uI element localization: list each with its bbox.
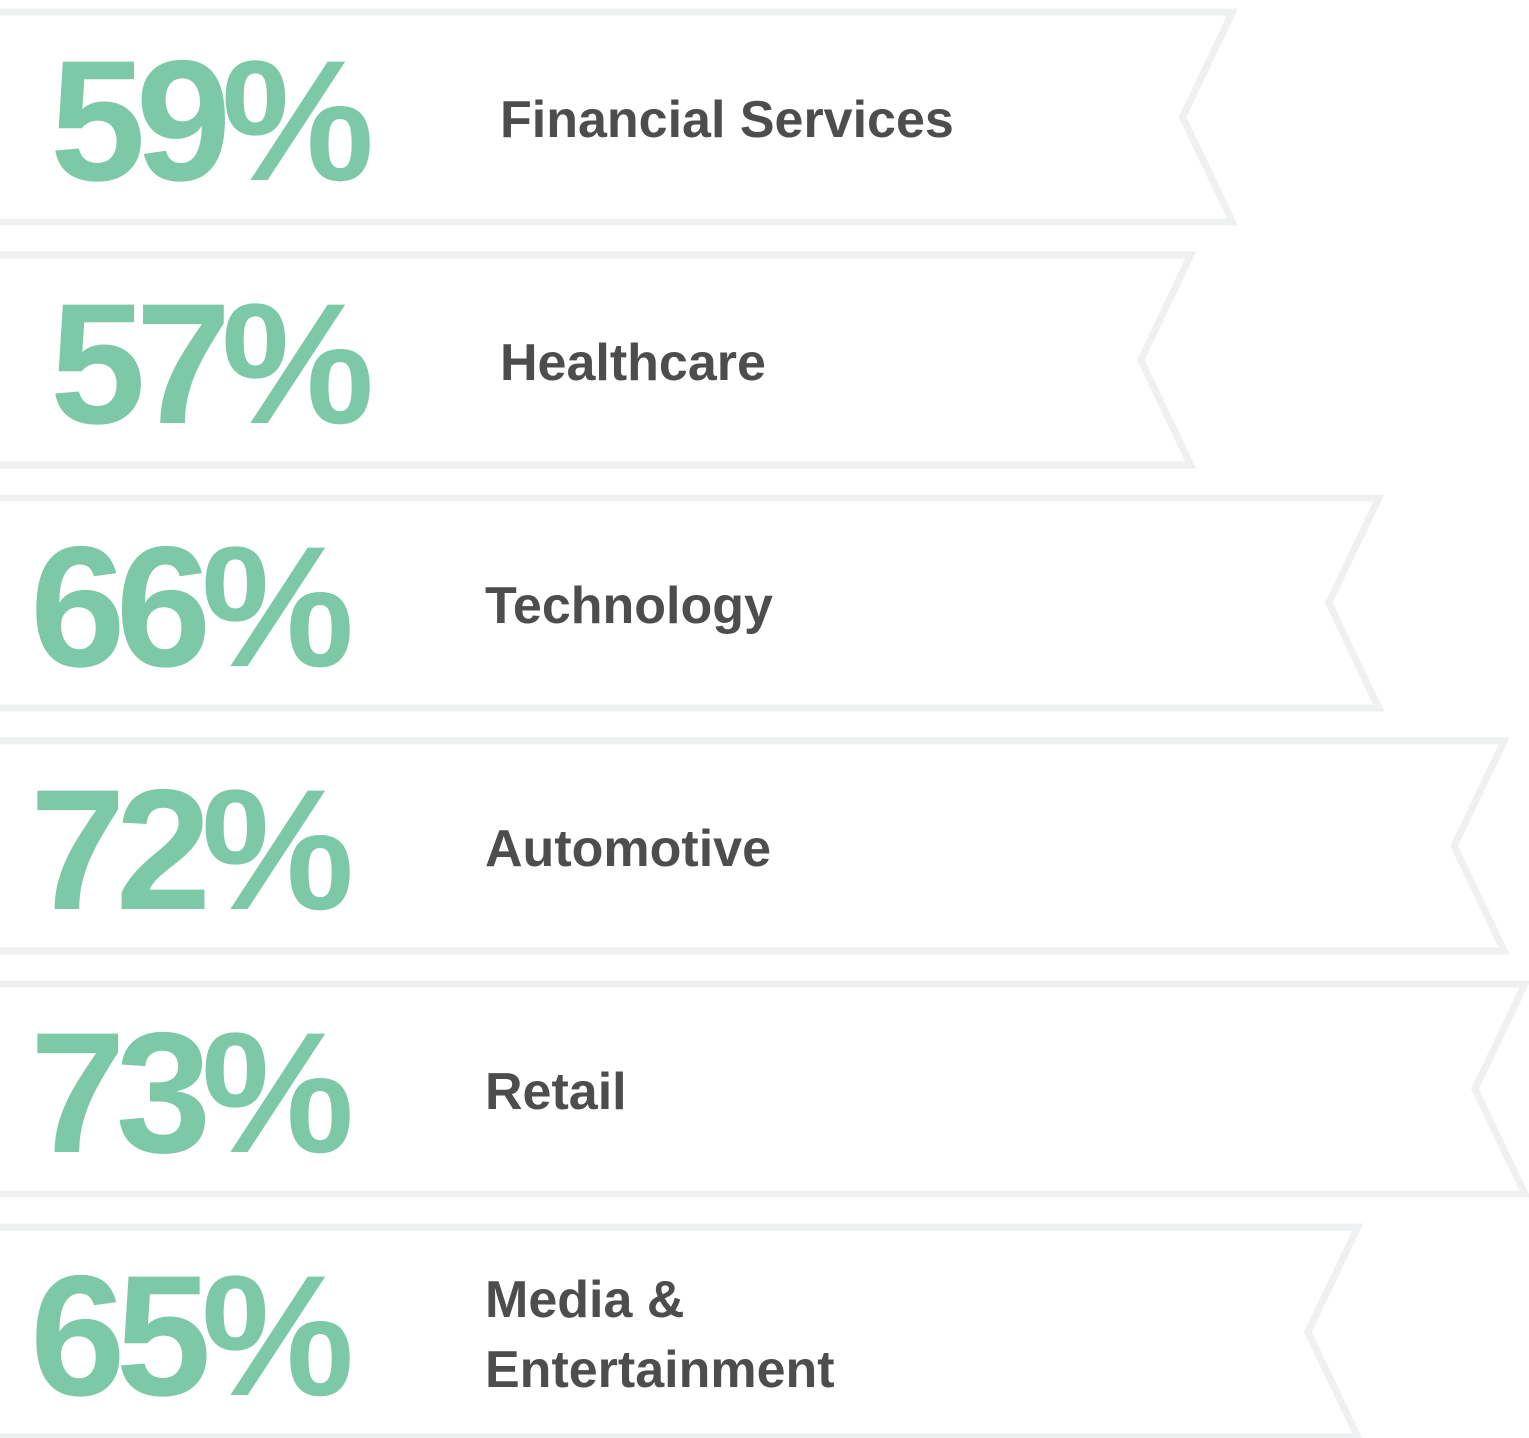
category-label: Technology	[485, 576, 773, 635]
value-label: 66%	[30, 511, 354, 703]
ribbon	[0, 1223, 1364, 1438]
value-label: 72%	[30, 754, 354, 946]
ribbon	[0, 980, 1529, 1198]
value-label: 57%	[50, 268, 374, 460]
ribbon	[0, 494, 1385, 712]
value-label: 59%	[50, 25, 374, 217]
value-label: 65%	[30, 1240, 354, 1432]
category-label: Financial Services	[500, 90, 954, 149]
ribbon	[0, 251, 1197, 469]
category-label: Media & Entertainment	[485, 1270, 835, 1399]
category-label: Automotive	[485, 819, 771, 878]
ribbon	[0, 737, 1510, 955]
category-label: Healthcare	[500, 333, 766, 392]
category-label: Retail	[485, 1062, 627, 1121]
value-label: 73%	[30, 997, 354, 1189]
ribbon	[0, 8, 1239, 226]
